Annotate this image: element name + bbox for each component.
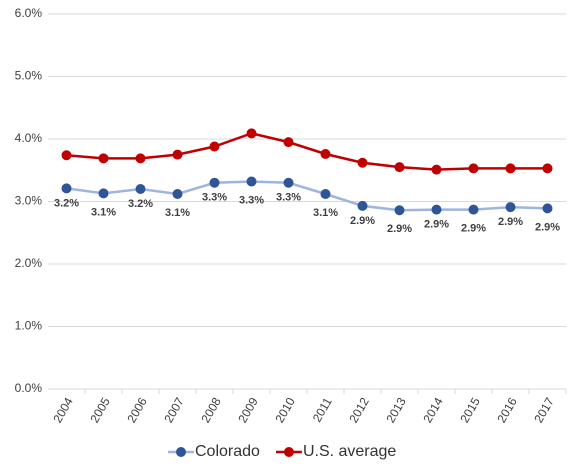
legend-marker [283, 447, 294, 457]
data-point [283, 177, 294, 188]
series-line [66, 180, 548, 212]
x-tick-label: 2013 [383, 395, 409, 425]
data-point [431, 164, 442, 175]
data-label: 2.9% [461, 223, 486, 235]
data-point [357, 157, 368, 168]
data-point [98, 188, 109, 199]
data-point [61, 150, 72, 161]
data-point [394, 205, 405, 216]
data-label: 2.9% [498, 216, 523, 228]
x-tick-label: 2016 [494, 395, 520, 425]
y-tick-label: 1.0% [15, 319, 43, 333]
x-tick-label: 2010 [272, 395, 298, 425]
data-point [468, 163, 479, 174]
legend-marker [176, 447, 186, 457]
legend-label: Colorado [195, 443, 260, 460]
data-label: 2.9% [350, 215, 375, 227]
data-point [283, 137, 294, 148]
data-point [542, 203, 553, 214]
data-point [172, 149, 183, 160]
x-tick-label: 2007 [161, 395, 187, 425]
x-tick-label: 2006 [124, 395, 150, 425]
data-point [172, 189, 183, 199]
data-point [357, 200, 368, 211]
x-tick-label: 2005 [87, 395, 113, 425]
x-tick-label: 2015 [457, 395, 483, 425]
series-line [66, 132, 548, 171]
data-point [505, 202, 516, 213]
data-point [209, 141, 220, 152]
data-label: 3.1% [91, 206, 116, 218]
data-label: 2.9% [387, 223, 412, 235]
x-tick-label: 2017 [531, 395, 557, 425]
data-label: 3.2% [54, 197, 79, 209]
data-point [246, 128, 257, 139]
data-point [135, 153, 146, 164]
data-label: 3.1% [313, 207, 338, 219]
y-tick-label: 3.0% [15, 194, 43, 208]
x-tick-label: 2008 [198, 395, 224, 425]
x-tick-label: 2004 [50, 395, 76, 425]
y-tick-label: 6.0% [15, 6, 43, 20]
data-point [135, 184, 146, 194]
data-point [542, 163, 553, 174]
y-tick-label: 5.0% [15, 69, 43, 83]
y-tick-label: 0.0% [15, 381, 43, 395]
data-point [394, 162, 405, 173]
x-tick-label: 2011 [310, 395, 335, 425]
data-point [505, 163, 516, 174]
data-label: 2.9% [424, 219, 449, 231]
x-tick-label: 2009 [235, 395, 261, 425]
y-tick-label: 4.0% [15, 131, 43, 145]
y-tick-label: 2.0% [15, 256, 43, 270]
data-label: 3.3% [202, 192, 227, 204]
x-tick-label: 2014 [420, 395, 446, 425]
data-point [320, 189, 331, 199]
data-label: 3.3% [276, 192, 301, 204]
x-tick-label: 2012 [346, 395, 372, 425]
data-label: 3.1% [165, 207, 190, 219]
data-label: 3.3% [239, 194, 264, 206]
data-point [98, 153, 109, 164]
legend-label: U.S. average [303, 443, 396, 460]
data-point [209, 177, 220, 188]
data-point [246, 176, 257, 187]
data-point [431, 204, 442, 215]
data-point [468, 204, 479, 215]
data-label: 2.9% [535, 221, 560, 233]
data-label: 3.2% [128, 198, 153, 210]
data-point [61, 183, 72, 194]
data-point [320, 149, 331, 159]
